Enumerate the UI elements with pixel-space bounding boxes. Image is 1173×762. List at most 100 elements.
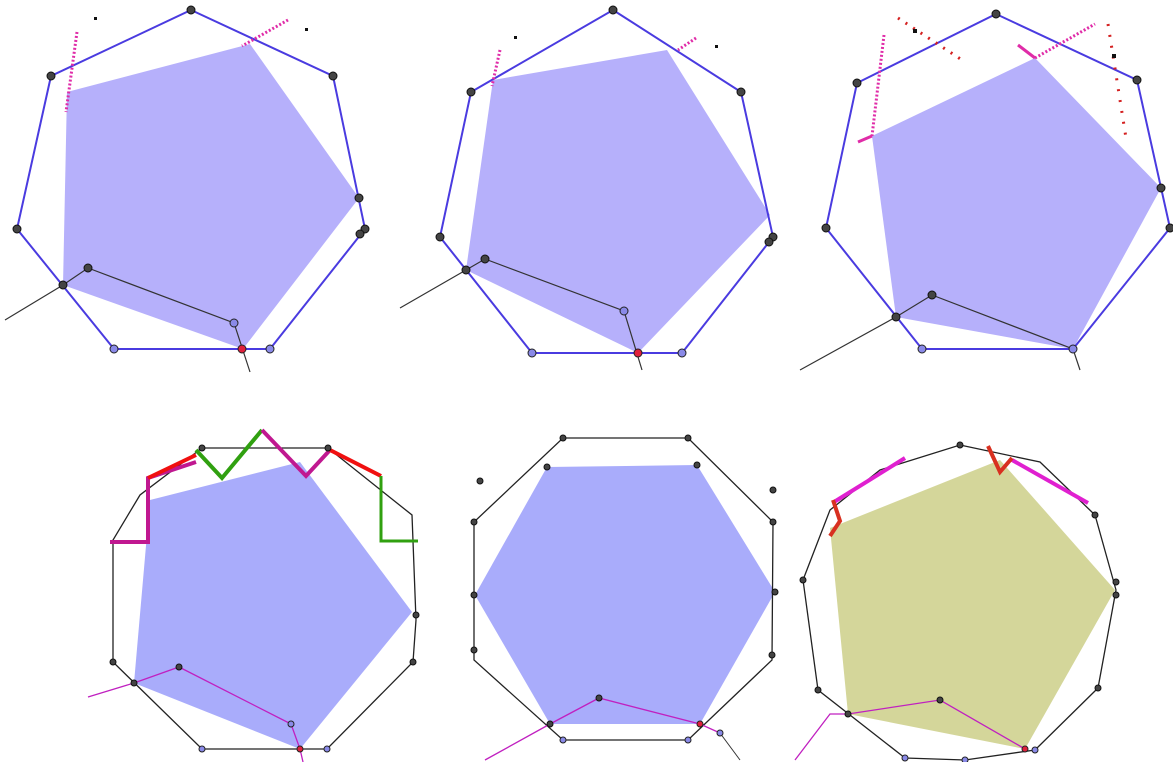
trace — [241, 18, 289, 48]
panel — [399, 5, 778, 371]
vertex — [1112, 578, 1120, 586]
vertex — [409, 658, 417, 666]
vertex — [677, 348, 687, 358]
heptagon — [15, 8, 367, 350]
vertex — [1068, 344, 1078, 354]
vertex — [476, 477, 484, 485]
pentagon — [63, 44, 359, 349]
vertex — [198, 444, 206, 452]
vertex — [265, 344, 275, 354]
line — [719, 732, 741, 761]
vertex — [936, 696, 944, 704]
vertex — [296, 745, 304, 753]
vertex — [1094, 684, 1102, 692]
vertex — [608, 5, 618, 15]
point — [1112, 54, 1116, 58]
trace — [1011, 458, 1089, 505]
vertex — [354, 193, 364, 203]
point — [305, 28, 308, 31]
trace — [857, 134, 873, 144]
vertex — [961, 756, 969, 762]
vertex — [633, 348, 643, 358]
vertex — [764, 237, 774, 247]
vertex — [466, 87, 476, 97]
vertex — [559, 434, 567, 442]
trace — [677, 36, 697, 52]
vertex — [324, 444, 332, 452]
trace — [147, 453, 197, 480]
vertex — [771, 588, 779, 596]
vertex — [109, 658, 117, 666]
panel — [470, 434, 779, 761]
trace — [260, 428, 332, 479]
vertex — [917, 344, 927, 354]
vertex — [1021, 745, 1029, 753]
trace — [194, 428, 264, 482]
trace — [1034, 22, 1096, 60]
vertex — [470, 591, 478, 599]
vertex — [480, 254, 490, 264]
vertex — [693, 461, 701, 469]
vertex — [991, 9, 1001, 19]
hexagon — [475, 465, 775, 724]
trace — [379, 476, 418, 543]
trace — [897, 16, 963, 62]
trace — [1017, 43, 1036, 60]
pentagon — [872, 58, 1161, 349]
vertex — [619, 306, 629, 316]
vertex — [901, 754, 909, 762]
vertex — [716, 729, 724, 737]
vertex — [109, 344, 119, 354]
heptagon — [438, 8, 775, 354]
vertex — [769, 518, 777, 526]
vertex — [1132, 75, 1142, 85]
vertex — [435, 232, 445, 242]
vertex — [799, 576, 807, 584]
heptagon — [824, 12, 1172, 350]
vertex — [956, 441, 964, 449]
trace — [110, 460, 197, 544]
vertex — [328, 71, 338, 81]
panel — [87, 428, 420, 762]
vertex — [1031, 746, 1039, 754]
trace — [828, 499, 843, 538]
vertex — [768, 651, 776, 659]
trace — [329, 448, 382, 478]
trace — [832, 456, 907, 504]
point — [715, 45, 718, 48]
vertex — [470, 646, 478, 654]
vertex — [461, 265, 471, 275]
vertex — [595, 694, 603, 702]
vertex — [684, 434, 692, 442]
vertex — [12, 224, 22, 234]
vertex — [229, 318, 239, 328]
vertex — [891, 312, 901, 322]
panel — [794, 441, 1120, 762]
vertex — [527, 348, 537, 358]
point — [94, 17, 97, 20]
vertex — [546, 720, 554, 728]
vertex — [852, 78, 862, 88]
trace — [986, 445, 1014, 476]
point — [514, 36, 517, 39]
trace — [64, 31, 79, 113]
vertex — [769, 486, 777, 494]
vertex — [175, 663, 183, 671]
vertex — [696, 720, 704, 728]
vertex — [1091, 511, 1099, 519]
vertex — [237, 344, 247, 354]
panel — [799, 9, 1173, 371]
vertex — [470, 518, 478, 526]
vertex — [46, 71, 56, 81]
vertex — [821, 223, 831, 233]
vertex — [1112, 591, 1120, 599]
vertex — [844, 710, 852, 718]
vertex — [130, 679, 138, 687]
vertex — [1165, 223, 1173, 233]
vertex — [186, 5, 196, 15]
pentagon — [830, 460, 1115, 749]
vertex — [927, 290, 937, 300]
vertex — [83, 263, 93, 273]
